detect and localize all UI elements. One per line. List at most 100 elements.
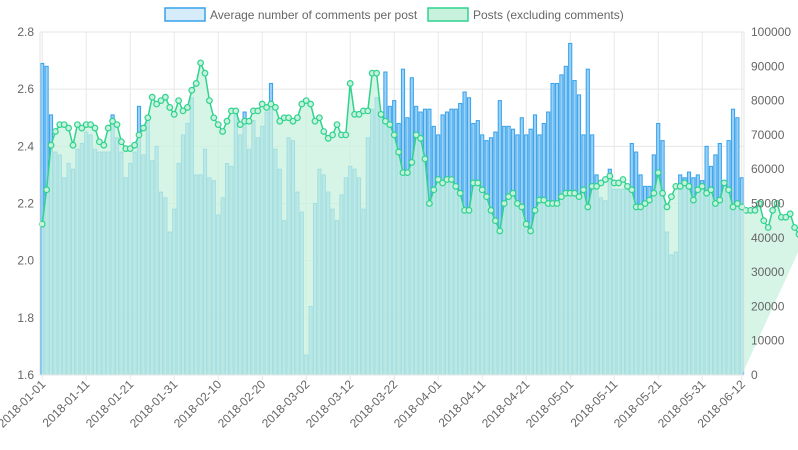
posts-point [478, 186, 486, 194]
posts-point [272, 104, 279, 111]
posts-point [487, 206, 495, 214]
posts-point [245, 117, 253, 125]
posts-point [527, 227, 534, 235]
posts-point [707, 186, 715, 194]
posts-point [254, 107, 262, 115]
posts-point [606, 172, 614, 180]
y-left-tick-label: 2.2 [17, 197, 34, 211]
area-series [41, 60, 798, 375]
posts-point [452, 182, 460, 190]
posts-point [263, 104, 271, 111]
posts-point [663, 203, 671, 211]
posts-point [320, 128, 328, 135]
posts-point [294, 114, 301, 122]
posts-point [553, 200, 561, 207]
posts-point [60, 121, 68, 129]
posts-point [712, 200, 719, 207]
posts-point [426, 200, 433, 207]
posts-point [751, 206, 759, 214]
posts-point [619, 176, 627, 183]
posts-point [650, 189, 658, 197]
x-tick-label: 2018-04-01 [391, 377, 445, 431]
posts-point [298, 100, 306, 108]
posts-point [223, 117, 231, 125]
posts-point [514, 200, 521, 207]
posts-point [87, 121, 94, 129]
posts-point [316, 114, 323, 122]
posts-point [197, 59, 205, 67]
posts-point [602, 176, 609, 183]
posts-point [448, 176, 455, 183]
posts-point [421, 155, 429, 163]
posts-point [782, 213, 790, 221]
posts-point [210, 114, 218, 122]
posts-point [465, 206, 473, 214]
posts-point [769, 206, 776, 214]
posts-point [773, 200, 781, 207]
posts-point [522, 220, 530, 228]
posts-point [131, 141, 139, 149]
posts-point [434, 176, 442, 183]
posts-point [637, 203, 644, 211]
posts-point [500, 200, 508, 207]
posts-point [738, 203, 746, 211]
posts-point [144, 114, 152, 122]
posts-point [201, 69, 209, 77]
posts-point [593, 182, 600, 190]
posts-point [654, 169, 662, 177]
posts-point [148, 93, 156, 101]
posts-point [668, 193, 675, 201]
posts-point [382, 117, 389, 125]
posts-point [73, 121, 81, 129]
posts-area-fill [42, 62, 798, 375]
posts-point [694, 186, 702, 194]
posts-point [267, 100, 275, 108]
legend-swatch-posts [427, 7, 469, 22]
posts-point [659, 189, 666, 197]
y-left-tick-label: 1.8 [17, 311, 34, 325]
posts-point [760, 217, 768, 225]
posts-point [232, 107, 240, 115]
posts-point [333, 121, 341, 129]
y-right-tick-label: 50000 [751, 197, 785, 211]
posts-point [690, 196, 697, 204]
posts-point [646, 196, 653, 204]
posts-point [139, 124, 147, 132]
posts-point [703, 189, 710, 197]
posts-point [91, 124, 99, 132]
posts-point [95, 138, 103, 146]
posts-point [78, 124, 86, 132]
posts-point [483, 193, 491, 201]
posts-point [390, 131, 398, 139]
posts-point [117, 138, 125, 146]
y-right-tick-label: 10000 [751, 334, 785, 348]
posts-point [69, 141, 77, 149]
posts-point [786, 210, 794, 218]
posts-point [161, 93, 169, 101]
posts-point [214, 121, 222, 129]
y-left-tick-label: 2.6 [17, 82, 34, 96]
posts-point [104, 124, 112, 132]
posts-point [729, 203, 737, 211]
posts-point [430, 186, 438, 194]
posts-point [329, 131, 337, 139]
legend-item-comments[interactable]: Average number of comments per post [164, 7, 418, 22]
y-right-tick-label: 100000 [751, 25, 791, 39]
y-left-tick-label: 2.0 [17, 254, 34, 268]
posts-point [531, 206, 539, 214]
legend-swatch-comments [164, 7, 206, 22]
posts-point [597, 179, 605, 187]
posts-point [716, 196, 724, 204]
posts-point [756, 200, 763, 207]
posts-point [720, 179, 728, 187]
legend-item-posts[interactable]: Posts (excluding comments) [427, 7, 624, 22]
posts-point [615, 179, 622, 187]
y-right-tick-label: 20000 [751, 299, 785, 313]
posts-point [179, 107, 187, 115]
posts-point [302, 97, 310, 104]
y-right-tick-label: 70000 [751, 128, 785, 142]
posts-point [205, 97, 213, 104]
point-series [38, 59, 798, 238]
posts-point [166, 104, 174, 111]
